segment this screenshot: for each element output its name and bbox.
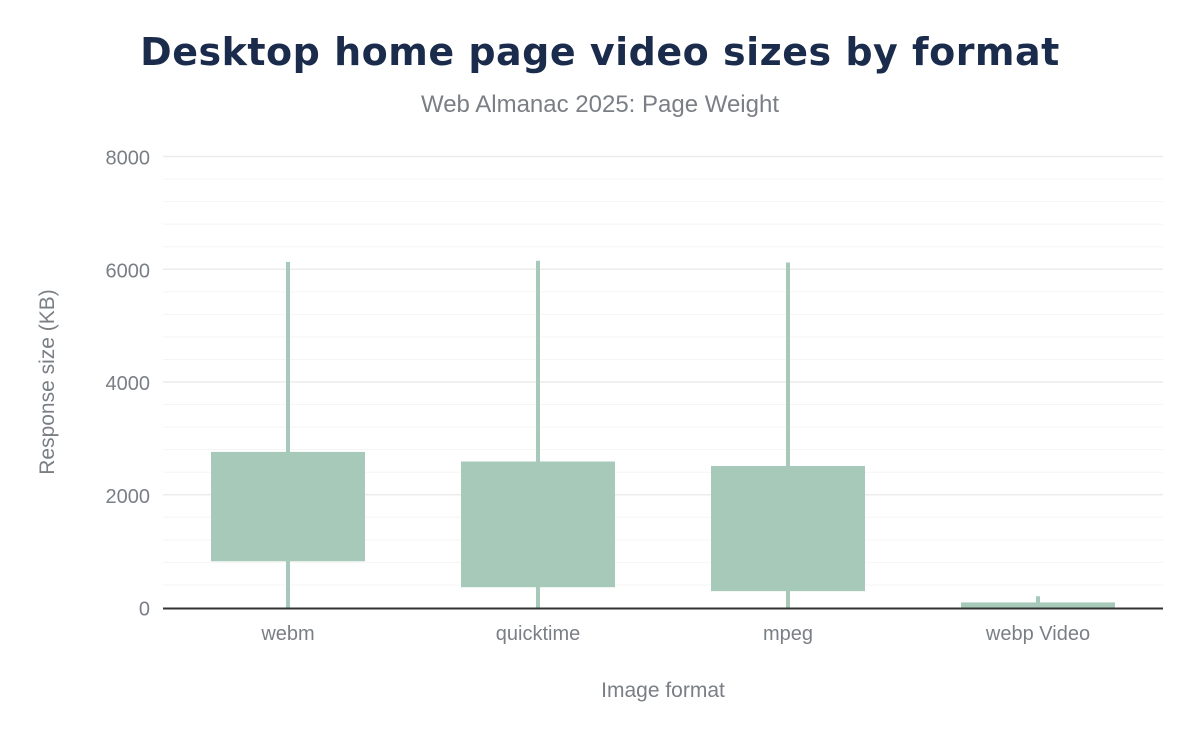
x-tick-label: webp Video [985,623,1090,645]
y-tick-label: 8000 [106,148,151,170]
x-tick-label: webm [260,623,314,645]
box [461,461,615,588]
y-tick-label: 0 [139,599,150,621]
box [961,602,1115,608]
box [211,451,365,562]
box [711,465,865,592]
x-tick-label: mpeg [763,623,813,645]
y-axis-title: Response size (KB) [36,289,59,475]
x-tick-label: quicktime [496,623,580,645]
y-tick-label: 4000 [106,373,151,395]
chart-subtitle: Web Almanac 2025: Page Weight [420,91,779,118]
chart-title: Desktop home page video sizes by format [140,30,1060,74]
x-axis-title: Image format [601,679,725,702]
y-tick-label: 2000 [106,486,151,508]
y-tick-label: 6000 [106,260,151,282]
